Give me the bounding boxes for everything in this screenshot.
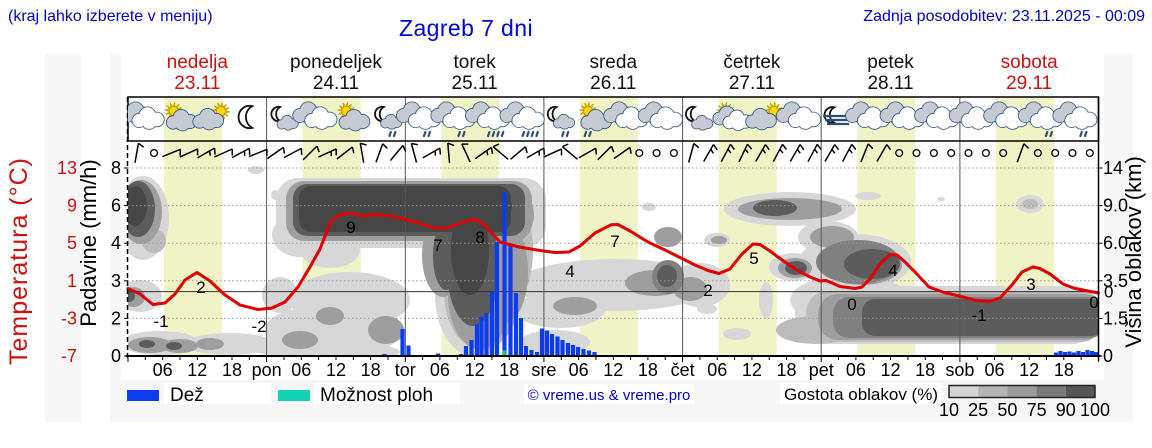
svg-text:28.11: 28.11 <box>867 73 913 94</box>
svg-text:Višina oblakov (km): Višina oblakov (km) <box>1121 156 1146 348</box>
svg-text:nedelja: nedelja <box>167 52 229 73</box>
svg-text:75: 75 <box>1027 400 1047 420</box>
svg-text:18: 18 <box>915 360 935 380</box>
svg-text:petek: petek <box>867 52 914 73</box>
svg-text:8: 8 <box>111 158 121 178</box>
svg-text:2: 2 <box>196 278 205 297</box>
svg-text:0: 0 <box>111 346 121 366</box>
svg-text:50: 50 <box>997 400 1017 420</box>
svg-text:Padavine (mm/h): Padavine (mm/h) <box>76 159 101 327</box>
svg-text:18: 18 <box>1054 360 1074 380</box>
svg-text:Temperatura (°C): Temperatura (°C) <box>5 157 33 365</box>
svg-text:Zadnja posodobitev: 23.11.2025: Zadnja posodobitev: 23.11.2025 - 00:09 <box>863 8 1145 25</box>
svg-text:9: 9 <box>346 218 355 237</box>
svg-text:06: 06 <box>430 360 450 380</box>
svg-text:12: 12 <box>1019 360 1039 380</box>
svg-text:0: 0 <box>1104 283 1113 302</box>
svg-text:četrtek: četrtek <box>723 52 781 73</box>
svg-text:sob: sob <box>945 360 974 380</box>
svg-text:pet: pet <box>809 360 834 380</box>
svg-text:-2: -2 <box>251 317 266 336</box>
svg-text:sre: sre <box>531 360 556 380</box>
svg-text:18: 18 <box>499 360 519 380</box>
svg-text:100: 100 <box>1080 400 1110 420</box>
svg-text:06: 06 <box>569 360 589 380</box>
svg-text:3: 3 <box>111 271 121 291</box>
svg-text:pon: pon <box>252 360 282 380</box>
svg-text:25.11: 25.11 <box>452 73 498 94</box>
svg-text:18: 18 <box>222 360 242 380</box>
svg-text:90: 90 <box>1056 400 1076 420</box>
svg-text:3: 3 <box>1026 275 1035 294</box>
svg-text:tor: tor <box>395 360 416 380</box>
svg-text:13: 13 <box>57 158 77 178</box>
svg-text:-1: -1 <box>153 312 168 331</box>
svg-text:Dež: Dež <box>170 385 204 406</box>
svg-text:Gostota oblakov (%): Gostota oblakov (%) <box>784 385 938 404</box>
svg-text:25: 25 <box>968 400 988 420</box>
svg-text:Zagreb 7 dni: Zagreb 7 dni <box>399 15 533 41</box>
svg-text:10: 10 <box>939 400 959 420</box>
svg-text:06: 06 <box>846 360 866 380</box>
svg-text:čet: čet <box>671 360 695 380</box>
svg-text:12: 12 <box>742 360 762 380</box>
svg-text:-1: -1 <box>971 306 986 325</box>
svg-text:18: 18 <box>638 360 658 380</box>
svg-text:sreda: sreda <box>589 52 637 73</box>
svg-text:8: 8 <box>475 228 484 247</box>
svg-text:(kraj lahko izberete v meniju): (kraj lahko izberete v meniju) <box>8 8 213 25</box>
svg-text:18: 18 <box>777 360 797 380</box>
svg-text:06: 06 <box>985 360 1005 380</box>
svg-text:sobota: sobota <box>1001 52 1058 73</box>
svg-text:27.11: 27.11 <box>729 73 775 94</box>
svg-text:12: 12 <box>881 360 901 380</box>
svg-text:© vreme.us & vreme.pro: © vreme.us & vreme.pro <box>528 387 691 404</box>
svg-text:12: 12 <box>603 360 623 380</box>
svg-text:4: 4 <box>565 262 574 281</box>
svg-text:2: 2 <box>111 308 121 328</box>
svg-text:23.11: 23.11 <box>174 73 220 94</box>
svg-text:4: 4 <box>888 261 897 280</box>
svg-text:7: 7 <box>433 236 442 255</box>
svg-text:0: 0 <box>1089 293 1098 312</box>
svg-text:06: 06 <box>153 360 173 380</box>
svg-text:12: 12 <box>465 360 485 380</box>
svg-text:4: 4 <box>111 233 121 253</box>
svg-text:6: 6 <box>111 196 121 216</box>
svg-text:12: 12 <box>187 360 207 380</box>
svg-text:06: 06 <box>707 360 727 380</box>
svg-text:0: 0 <box>847 295 856 314</box>
svg-text:29.11: 29.11 <box>1006 73 1052 94</box>
svg-text:24.11: 24.11 <box>313 73 359 94</box>
svg-text:12: 12 <box>326 360 346 380</box>
svg-text:2: 2 <box>703 281 712 300</box>
svg-text:torek: torek <box>453 52 496 73</box>
svg-text:ponedeljek: ponedeljek <box>290 52 382 73</box>
svg-text:06: 06 <box>291 360 311 380</box>
svg-text:5: 5 <box>749 249 758 268</box>
svg-text:-3: -3 <box>61 308 77 328</box>
svg-text:Možnost ploh: Možnost ploh <box>320 385 433 406</box>
svg-text:7: 7 <box>610 232 619 251</box>
svg-text:26.11: 26.11 <box>590 73 636 94</box>
svg-text:0: 0 <box>1103 346 1113 366</box>
svg-text:-7: -7 <box>61 346 77 366</box>
svg-text:18: 18 <box>361 360 381 380</box>
